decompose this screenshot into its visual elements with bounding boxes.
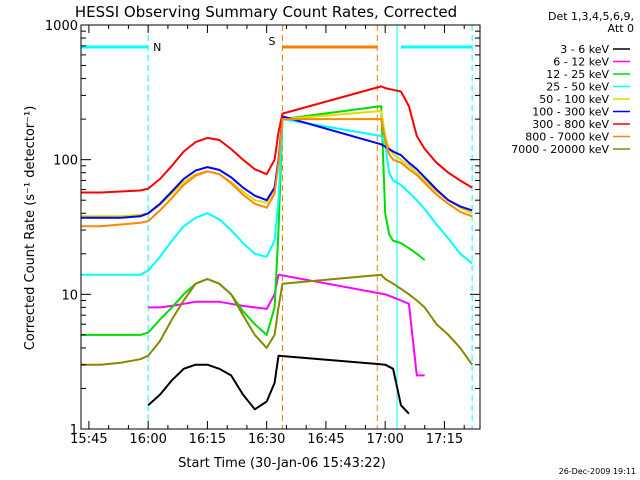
- night-marker-label: N: [153, 41, 161, 54]
- legend-label: 3 - 6 keV: [560, 43, 609, 56]
- plot-frame: [80, 24, 481, 430]
- y-axis: 1 10 100 1000: [45, 19, 480, 438]
- series-line-2: [81, 105, 426, 336]
- legend-label: 50 - 100 keV: [539, 93, 609, 106]
- observing-markers: [81, 25, 473, 429]
- footer-timestamp: 26-Dec-2009 19:11: [559, 467, 636, 476]
- series-line-0: [147, 354, 410, 415]
- y-tick-label: 100: [53, 154, 78, 169]
- legend-label: 25 - 50 keV: [546, 81, 609, 94]
- y-tick-label: 10: [61, 288, 78, 303]
- legend-label: 100 - 300 keV: [532, 106, 609, 119]
- legend-label: 6 - 12 keV: [553, 56, 609, 69]
- x-tick-label: 16:15: [189, 432, 226, 447]
- x-axis: 15:45 16:00 16:15 16:30 16:45 17:00 17:15: [70, 25, 465, 447]
- series-line-8: [81, 273, 473, 366]
- y-tick-label: 1: [70, 423, 78, 438]
- legend-label: 7000 - 20000 keV: [511, 143, 609, 156]
- legend-header: Det 1,3,4,5,6,9,: [548, 10, 634, 23]
- y-axis-label: Corrected Count Rate (s⁻¹ detector⁻¹): [23, 106, 38, 351]
- chart-title: HESSI Observing Summary Count Rates, Cor…: [75, 3, 457, 21]
- x-tick-label: 17:15: [426, 432, 463, 447]
- y-tick-label: 1000: [45, 19, 78, 34]
- legend-label: 800 - 7000 keV: [525, 131, 609, 144]
- x-tick-label: 15:45: [70, 432, 107, 447]
- x-tick-label: 16:45: [307, 432, 344, 447]
- x-tick-label: 16:00: [129, 432, 166, 447]
- legend-label: 300 - 800 keV: [532, 118, 609, 131]
- x-axis-label: Start Time (30-Jan-06 15:43:22): [178, 456, 386, 471]
- legend-header: Att 0: [608, 22, 634, 35]
- saa-marker-label: S: [268, 35, 275, 48]
- series-line-5: [81, 115, 473, 219]
- series-line-7: [81, 118, 473, 228]
- series-lines: [81, 85, 473, 415]
- legend-label: 12 - 25 keV: [546, 68, 609, 81]
- series-line-1: [148, 273, 425, 377]
- x-tick-label: 17:00: [366, 432, 403, 447]
- series-line-3: [81, 118, 473, 276]
- series-line-6: [81, 85, 473, 194]
- x-tick-label: 16:30: [248, 432, 285, 447]
